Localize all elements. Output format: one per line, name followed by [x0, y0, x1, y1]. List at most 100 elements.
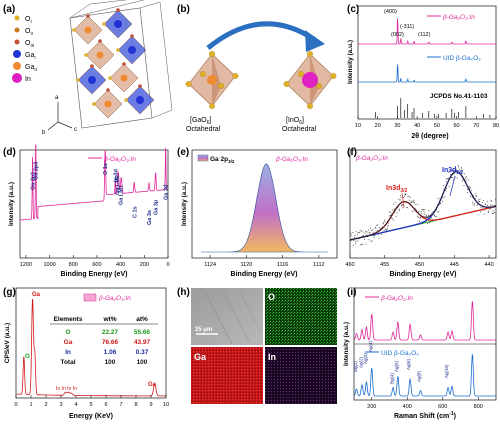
eds-spectrum [16, 298, 166, 397]
x-tick-label: 600 [438, 404, 447, 410]
ga-atom [104, 100, 112, 108]
x-tick-label: 400 [403, 404, 412, 410]
oxygen-atom [330, 73, 337, 79]
in-peak-labels: In In In In [56, 386, 77, 392]
table-cell: O [65, 329, 70, 336]
x-tick-label: 800 [474, 404, 483, 410]
legend-marker [13, 62, 21, 70]
x-tick-label: 1124 [204, 262, 216, 268]
ga2p-peak [201, 163, 328, 253]
oxygen-atom [316, 83, 323, 89]
scale-label: 25 μm [195, 327, 212, 333]
x-tick-label: 30 [394, 123, 400, 129]
mode-label: Ag(8) [417, 370, 422, 382]
legend-label: In [25, 76, 31, 83]
oxygen-atom [307, 51, 313, 57]
x-tick-label: 1112 [313, 262, 324, 268]
x-tick-label: 6 [104, 402, 107, 408]
o-map-label: O [268, 292, 275, 302]
plot-frame [349, 149, 497, 259]
mode-label: Ag(3) [363, 352, 368, 364]
x-ticks: 10 20 30 40 50 60 70 80 [355, 116, 499, 129]
envelope-fit [349, 171, 497, 241]
x-axis-label: Binding Energy (eV) [231, 271, 298, 278]
table-cell: Total [60, 359, 75, 366]
oxygen-atom [307, 103, 313, 109]
x-axis-label: 2θ (degree) [411, 133, 448, 140]
mode-label: Ag(10) [444, 364, 449, 378]
peak-002: (002) [391, 32, 404, 38]
x-tick-label: 200 [367, 404, 376, 410]
mode-label: Bg(2) [353, 360, 358, 372]
oxygen-atom [218, 83, 225, 89]
xrd-line [358, 64, 496, 83]
table-header: wt% [103, 316, 117, 323]
panel-e: (e) 1124 1120 1116 1112 Binding Energy (eV)… [177, 147, 338, 278]
table-cell: 100 [137, 359, 148, 366]
x-axis-label: Energy (KeV) [69, 413, 113, 420]
panel-g: (g) 0 1 2 3 4 5 6 7 8 9 10 Energy (KeV) CPS/eV (a.… [3, 287, 169, 420]
oxygen-atom [209, 103, 215, 109]
xps-survey-line [20, 144, 168, 221]
x-tick-label: 8 [134, 402, 137, 408]
legend-doped: β-Ga₂O₃:In [380, 295, 413, 302]
ga-atom [128, 46, 136, 54]
x-tick-label: 1116 [277, 262, 288, 268]
y-axis-label: Intensity (a.u.) [181, 182, 188, 226]
oxygen-atom [185, 81, 192, 87]
ino6-label: [InO6] [286, 117, 304, 126]
x-tick-label: 1200 [20, 262, 32, 268]
panel-g-letter: (g) [3, 287, 16, 298]
ga-k-peak-label: Ga [148, 382, 157, 388]
oxygen-atom [199, 71, 206, 77]
legend-label: OII [25, 28, 33, 36]
ga-atom [96, 51, 104, 59]
panel-a-legend: OI OII OIII GaI GaII In [12, 15, 37, 83]
axis-c-label: c [74, 127, 77, 133]
mode-label: Ag(5) [394, 360, 399, 372]
table-cell: 76.66 [102, 339, 119, 346]
axis-b-label: b [42, 130, 46, 136]
ga-atom [84, 26, 92, 34]
composition-table: Elements wt% at% O 22.27 55.66 Ga 76.66 43.97 In 1… [50, 316, 158, 366]
x-tick-label: 20 [375, 123, 381, 129]
legend-marker [14, 39, 20, 45]
oxygen-atom [209, 51, 215, 57]
legend-label: GaII [25, 64, 37, 72]
ino6-octahedron [283, 51, 337, 109]
in-map [265, 347, 337, 404]
table-cell: 1.06 [104, 349, 117, 356]
legend-marker [14, 15, 20, 21]
sem-image [191, 288, 263, 345]
x-tick-label: 800 [69, 262, 78, 268]
o-map [265, 288, 337, 345]
legend-marker [13, 50, 21, 58]
x-tick-label: 455 [380, 262, 389, 268]
table-cell: 43.97 [134, 339, 151, 346]
x-tick-label: 9 [149, 402, 152, 408]
peak-label: O 1s [103, 163, 109, 175]
panel-a: (a) OI OII OIII GaI GaII In a c b [3, 0, 173, 136]
peak-112: (112) [418, 32, 431, 38]
crystal-structure [69, 0, 173, 129]
x-tick-label: 1000 [43, 262, 55, 268]
panel-e-letter: (e) [177, 147, 189, 158]
x-tick-label: 2 [44, 402, 47, 408]
panel-f-title: β-Ga₂O₃:In [355, 155, 388, 162]
raman-doped [353, 301, 496, 341]
table-cell: In [65, 349, 71, 356]
gao6-octahedron [185, 51, 239, 109]
legend-jcpds: JCPDS No.41-1103 [430, 93, 488, 100]
arrow-head [305, 30, 325, 52]
x-tick-label: 1120 [240, 262, 252, 268]
raman-uid [353, 354, 496, 397]
x-tick-label: 80 [493, 123, 499, 129]
x-tick-label: 70 [473, 123, 479, 129]
panel-h-letter: (h) [177, 287, 190, 298]
panel-c-letter: (c) [347, 4, 359, 15]
x-tick-label: 440 [484, 262, 493, 268]
x-tick-label: 460 [345, 262, 354, 268]
table-header: Elements [54, 316, 83, 323]
peak-label: Ga 3d [164, 185, 170, 200]
ga-atom [136, 96, 144, 104]
